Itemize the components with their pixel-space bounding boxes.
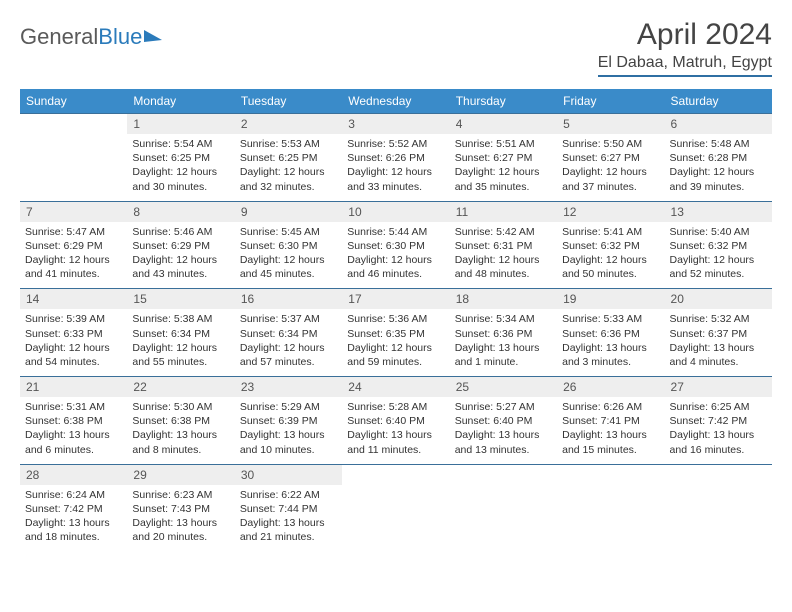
day-info-cell: Sunrise: 5:28 AMSunset: 6:40 PMDaylight:… <box>342 397 449 464</box>
location-subtitle: El Dabaa, Matruh, Egypt <box>598 54 772 77</box>
day-info-row: Sunrise: 5:54 AMSunset: 6:25 PMDaylight:… <box>20 134 772 201</box>
day-info-cell: Sunrise: 6:24 AMSunset: 7:42 PMDaylight:… <box>20 485 127 552</box>
day-info-cell: Sunrise: 5:45 AMSunset: 6:30 PMDaylight:… <box>235 222 342 289</box>
title-block: April 2024 El Dabaa, Matruh, Egypt <box>598 18 772 77</box>
day-number-cell <box>20 114 127 135</box>
day-info-cell: Sunrise: 5:48 AMSunset: 6:28 PMDaylight:… <box>665 134 772 201</box>
page-header: GeneralBlue April 2024 El Dabaa, Matruh,… <box>20 18 772 77</box>
day-number-cell: 1 <box>127 114 234 135</box>
day-number-cell <box>557 464 664 485</box>
day-number-cell: 16 <box>235 289 342 310</box>
day-info-cell: Sunrise: 5:52 AMSunset: 6:26 PMDaylight:… <box>342 134 449 201</box>
day-number-cell: 22 <box>127 377 234 398</box>
day-info-cell: Sunrise: 5:30 AMSunset: 6:38 PMDaylight:… <box>127 397 234 464</box>
day-info-cell: Sunrise: 5:32 AMSunset: 6:37 PMDaylight:… <box>665 309 772 376</box>
day-info-cell: Sunrise: 5:31 AMSunset: 6:38 PMDaylight:… <box>20 397 127 464</box>
day-number-cell: 18 <box>450 289 557 310</box>
day-info-cell: Sunrise: 5:39 AMSunset: 6:33 PMDaylight:… <box>20 309 127 376</box>
calendar-body: 123456Sunrise: 5:54 AMSunset: 6:25 PMDay… <box>20 114 772 552</box>
day-info-row: Sunrise: 6:24 AMSunset: 7:42 PMDaylight:… <box>20 485 772 552</box>
logo-text-general: General <box>20 24 98 50</box>
day-info-cell <box>20 134 127 201</box>
day-info-row: Sunrise: 5:39 AMSunset: 6:33 PMDaylight:… <box>20 309 772 376</box>
day-info-cell: Sunrise: 5:53 AMSunset: 6:25 PMDaylight:… <box>235 134 342 201</box>
day-number-row: 123456 <box>20 114 772 135</box>
day-number-row: 282930 <box>20 464 772 485</box>
weekday-header: Saturday <box>665 89 772 114</box>
day-info-cell: Sunrise: 5:27 AMSunset: 6:40 PMDaylight:… <box>450 397 557 464</box>
day-number-cell: 12 <box>557 201 664 222</box>
weekday-header: Monday <box>127 89 234 114</box>
day-number-cell: 5 <box>557 114 664 135</box>
day-number-cell: 27 <box>665 377 772 398</box>
day-number-cell: 15 <box>127 289 234 310</box>
weekday-header-row: Sunday Monday Tuesday Wednesday Thursday… <box>20 89 772 114</box>
logo-text-blue: Blue <box>98 24 162 50</box>
day-info-cell: Sunrise: 5:41 AMSunset: 6:32 PMDaylight:… <box>557 222 664 289</box>
day-number-cell: 3 <box>342 114 449 135</box>
day-number-cell: 24 <box>342 377 449 398</box>
day-info-cell: Sunrise: 5:42 AMSunset: 6:31 PMDaylight:… <box>450 222 557 289</box>
day-number-cell: 29 <box>127 464 234 485</box>
day-info-cell: Sunrise: 6:26 AMSunset: 7:41 PMDaylight:… <box>557 397 664 464</box>
day-number-cell: 30 <box>235 464 342 485</box>
day-info-row: Sunrise: 5:31 AMSunset: 6:38 PMDaylight:… <box>20 397 772 464</box>
day-info-cell: Sunrise: 5:38 AMSunset: 6:34 PMDaylight:… <box>127 309 234 376</box>
day-number-cell <box>342 464 449 485</box>
day-number-cell: 19 <box>557 289 664 310</box>
day-number-cell: 9 <box>235 201 342 222</box>
day-info-cell <box>665 485 772 552</box>
day-info-cell: Sunrise: 5:34 AMSunset: 6:36 PMDaylight:… <box>450 309 557 376</box>
weekday-header: Tuesday <box>235 89 342 114</box>
month-title: April 2024 <box>598 18 772 52</box>
day-info-cell: Sunrise: 5:36 AMSunset: 6:35 PMDaylight:… <box>342 309 449 376</box>
day-number-cell: 20 <box>665 289 772 310</box>
day-number-row: 14151617181920 <box>20 289 772 310</box>
day-info-cell: Sunrise: 6:23 AMSunset: 7:43 PMDaylight:… <box>127 485 234 552</box>
day-info-cell: Sunrise: 5:54 AMSunset: 6:25 PMDaylight:… <box>127 134 234 201</box>
day-number-cell <box>450 464 557 485</box>
day-number-cell <box>665 464 772 485</box>
day-number-cell: 8 <box>127 201 234 222</box>
day-number-cell: 25 <box>450 377 557 398</box>
weekday-header: Wednesday <box>342 89 449 114</box>
day-info-cell <box>557 485 664 552</box>
logo: GeneralBlue <box>20 18 162 50</box>
day-info-cell: Sunrise: 5:51 AMSunset: 6:27 PMDaylight:… <box>450 134 557 201</box>
day-number-cell: 4 <box>450 114 557 135</box>
day-info-cell: Sunrise: 5:46 AMSunset: 6:29 PMDaylight:… <box>127 222 234 289</box>
day-info-cell: Sunrise: 6:25 AMSunset: 7:42 PMDaylight:… <box>665 397 772 464</box>
day-number-cell: 11 <box>450 201 557 222</box>
day-info-cell <box>450 485 557 552</box>
day-info-cell: Sunrise: 5:29 AMSunset: 6:39 PMDaylight:… <box>235 397 342 464</box>
day-info-cell: Sunrise: 6:22 AMSunset: 7:44 PMDaylight:… <box>235 485 342 552</box>
weekday-header: Sunday <box>20 89 127 114</box>
day-info-cell: Sunrise: 5:47 AMSunset: 6:29 PMDaylight:… <box>20 222 127 289</box>
day-number-cell: 2 <box>235 114 342 135</box>
day-info-row: Sunrise: 5:47 AMSunset: 6:29 PMDaylight:… <box>20 222 772 289</box>
day-number-row: 21222324252627 <box>20 377 772 398</box>
calendar-table: Sunday Monday Tuesday Wednesday Thursday… <box>20 89 772 551</box>
day-number-cell: 13 <box>665 201 772 222</box>
day-number-cell: 23 <box>235 377 342 398</box>
day-info-cell <box>342 485 449 552</box>
day-number-cell: 28 <box>20 464 127 485</box>
day-info-cell: Sunrise: 5:33 AMSunset: 6:36 PMDaylight:… <box>557 309 664 376</box>
day-number-cell: 10 <box>342 201 449 222</box>
day-info-cell: Sunrise: 5:44 AMSunset: 6:30 PMDaylight:… <box>342 222 449 289</box>
day-info-cell: Sunrise: 5:50 AMSunset: 6:27 PMDaylight:… <box>557 134 664 201</box>
weekday-header: Thursday <box>450 89 557 114</box>
day-number-cell: 7 <box>20 201 127 222</box>
day-number-cell: 21 <box>20 377 127 398</box>
day-info-cell: Sunrise: 5:40 AMSunset: 6:32 PMDaylight:… <box>665 222 772 289</box>
day-number-row: 78910111213 <box>20 201 772 222</box>
logo-blue-text: Blue <box>98 24 142 50</box>
day-info-cell: Sunrise: 5:37 AMSunset: 6:34 PMDaylight:… <box>235 309 342 376</box>
day-number-cell: 14 <box>20 289 127 310</box>
day-number-cell: 6 <box>665 114 772 135</box>
weekday-header: Friday <box>557 89 664 114</box>
day-number-cell: 26 <box>557 377 664 398</box>
logo-triangle-icon <box>144 28 162 42</box>
day-number-cell: 17 <box>342 289 449 310</box>
